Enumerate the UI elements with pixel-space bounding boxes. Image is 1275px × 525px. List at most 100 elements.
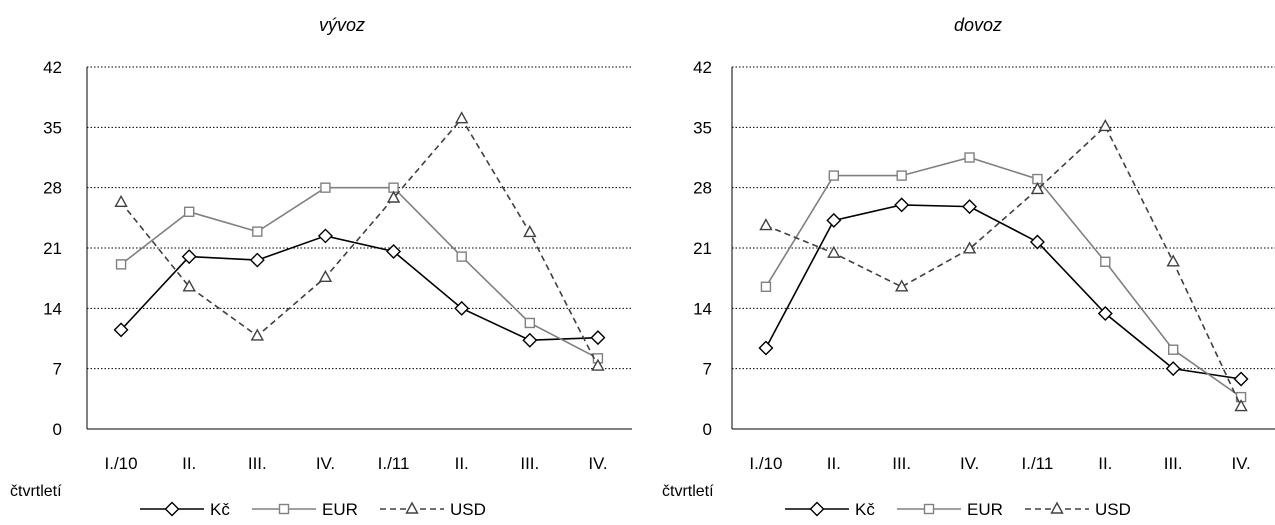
- data-point-EUR: [252, 226, 263, 237]
- series-line-Kč: [120, 235, 598, 342]
- data-point-EUR: [828, 170, 840, 181]
- y-tick-label: 14: [693, 299, 712, 318]
- data-point-USD: [386, 190, 401, 203]
- y-tick-label: 21: [43, 239, 62, 258]
- data-point-Kč: [522, 332, 538, 348]
- chart-vývoz: vývoz 0 7 14 21 28 35 42 I./10 II. III. IV. I./11 II.…: [10, 15, 632, 519]
- x-tick-label: III.: [248, 454, 267, 473]
- legend-label-EUR: EUR: [322, 500, 358, 519]
- legend-marker-USD: [405, 501, 419, 514]
- data-point-USD: [318, 269, 333, 283]
- x-tick-label: I./10: [105, 454, 138, 473]
- x-tick-label: I./10: [749, 454, 782, 473]
- x-tick-label: IV.: [1231, 454, 1250, 473]
- legend-label-Kč: Kč: [210, 500, 230, 519]
- y-tick-label: 28: [693, 179, 712, 198]
- y-tick-label: 21: [693, 239, 712, 258]
- data-point-USD: [827, 245, 841, 258]
- y-tick-label: 42: [43, 58, 62, 77]
- chart-title: dovoz: [954, 15, 1002, 35]
- x-tick-label: II.: [827, 454, 841, 473]
- x-tick-label: I./11: [378, 454, 410, 473]
- data-point-EUR: [183, 206, 195, 218]
- data-point-USD: [759, 218, 773, 231]
- x-tick-label: IV.: [316, 454, 335, 473]
- legend-label-USD: USD: [1095, 500, 1131, 519]
- x-axis-label: čtvrtletí: [10, 483, 62, 500]
- data-point-Kč: [454, 300, 470, 316]
- data-point-Kč: [386, 243, 402, 259]
- series-line-USD: [765, 125, 1242, 407]
- legend: Kč EUR USD: [785, 500, 1131, 519]
- y-tick-label: 14: [43, 299, 62, 318]
- data-point-EUR: [964, 152, 975, 163]
- chart-dovoz: dovoz 0 7 14 21 28 35 42 I./10 II. III. IV. I./11 II.…: [662, 15, 1275, 519]
- y-tick-label: 7: [53, 360, 62, 379]
- y-tick-label: 7: [703, 360, 712, 379]
- legend-marker-USD: [1050, 501, 1064, 514]
- data-point-EUR: [896, 170, 907, 181]
- y-tick-label: 35: [693, 118, 712, 137]
- series-line-EUR: [120, 186, 599, 360]
- data-point-Kč: [1165, 361, 1181, 377]
- y-tick-label: 28: [43, 179, 62, 198]
- legend-marker-EUR: [923, 503, 935, 515]
- legend-label-USD: USD: [450, 500, 486, 519]
- data-point-Kč: [962, 199, 978, 215]
- data-point-USD: [1234, 399, 1248, 412]
- legend-marker-EUR: [278, 503, 290, 515]
- data-point-USD: [523, 225, 537, 238]
- data-point-Kč: [894, 197, 910, 213]
- x-tick-label: II.: [182, 454, 196, 473]
- data-point-Kč: [1097, 306, 1113, 321]
- legend-marker-Kč: [164, 501, 180, 517]
- data-point-USD: [962, 241, 977, 254]
- data-point-Kč: [1029, 234, 1045, 250]
- data-point-EUR: [1100, 256, 1111, 267]
- data-point-EUR: [760, 281, 772, 292]
- x-tick-label: III.: [520, 454, 539, 473]
- y-tick-label: 42: [693, 58, 712, 77]
- data-point-Kč: [826, 212, 842, 228]
- data-point-USD: [1030, 181, 1045, 195]
- data-point-Kč: [590, 330, 606, 346]
- data-point-EUR: [320, 182, 331, 193]
- data-point-Kč: [249, 252, 265, 268]
- chart-title: vývoz: [319, 15, 365, 35]
- legend: Kč EUR USD: [140, 500, 486, 519]
- data-point-Kč: [758, 340, 774, 356]
- data-point-EUR: [115, 259, 127, 270]
- legend-label-EUR: EUR: [967, 500, 1003, 519]
- legend-marker-Kč: [809, 501, 825, 517]
- data-point-USD: [250, 328, 264, 341]
- data-point-Kč: [317, 228, 333, 244]
- y-tick-label: 0: [53, 420, 62, 439]
- data-point-USD: [1098, 119, 1112, 132]
- legend-label-Kč: Kč: [855, 500, 875, 519]
- x-axis-label: čtvrtletí: [662, 483, 714, 500]
- series-line-Kč: [765, 204, 1242, 380]
- data-point-Kč: [1233, 371, 1249, 387]
- x-tick-label: III.: [892, 454, 911, 473]
- x-tick-label: IV.: [960, 454, 979, 473]
- data-point-USD: [1166, 254, 1180, 267]
- series-line-EUR: [765, 156, 1242, 398]
- x-tick-label: II.: [455, 454, 469, 473]
- x-tick-label: II.: [1098, 454, 1112, 473]
- data-point-EUR: [1167, 344, 1179, 355]
- x-tick-label: I./11: [1022, 454, 1054, 473]
- y-tick-label: 35: [43, 118, 62, 137]
- data-point-USD: [455, 111, 469, 124]
- data-point-USD: [895, 279, 909, 292]
- data-point-USD: [114, 194, 128, 208]
- y-tick-label: 0: [703, 420, 712, 439]
- data-point-EUR: [456, 251, 467, 262]
- x-tick-label: III.: [1164, 454, 1183, 473]
- data-point-USD: [182, 279, 196, 292]
- data-point-Kč: [113, 322, 129, 338]
- data-point-Kč: [181, 249, 197, 265]
- data-point-USD: [591, 358, 605, 371]
- series-line-USD: [120, 117, 599, 367]
- data-point-EUR: [524, 317, 536, 329]
